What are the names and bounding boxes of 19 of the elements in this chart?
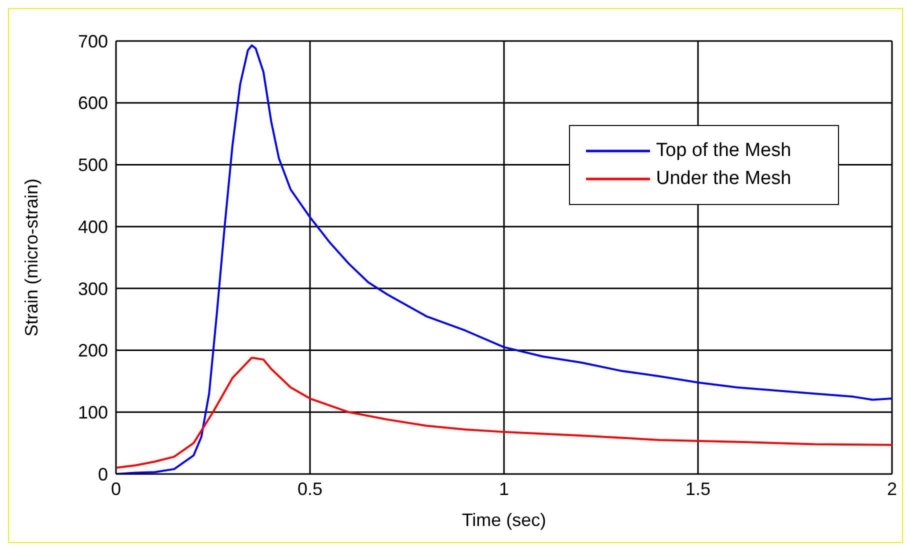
y-tick-label: 100 [78,402,108,423]
y-tick-label: 0 [98,464,108,484]
legend-label: Under the Mesh [656,168,792,190]
y-tick-label: 500 [78,155,108,176]
x-tick-label: 1.5 [685,478,711,499]
x-tick-label: 1 [498,478,510,499]
x-tick-label: 2 [886,478,898,499]
y-tick-label: 700 [78,31,108,52]
y-tick-label: 300 [78,278,108,299]
y-tick-label: 200 [78,340,108,361]
x-tick-label: 0 [110,478,122,499]
legend-label: Top of the Mesh [656,140,792,162]
y-tick-label: 600 [78,93,108,114]
x-tick-label: 0.5 [297,478,323,499]
y-axis-title: Strain (micro-strain) [21,178,42,337]
line-series [116,356,892,469]
line-series [116,44,892,474]
x-axis-title: Time (sec) [462,510,546,530]
y-tick-label: 400 [78,216,108,237]
